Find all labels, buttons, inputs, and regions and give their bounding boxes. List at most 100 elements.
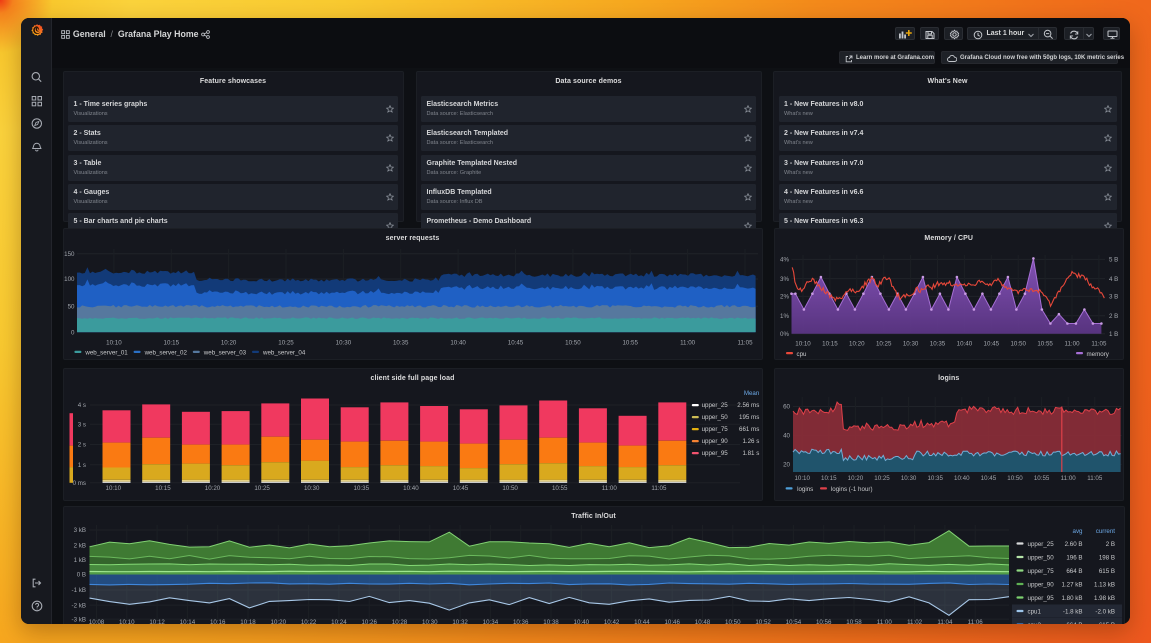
svg-text:10:40: 10:40 (403, 485, 419, 492)
svg-text:10:55: 10:55 (1033, 475, 1049, 482)
svg-text:10:45: 10:45 (452, 485, 468, 492)
svg-text:11:05: 11:05 (651, 485, 667, 492)
svg-text:10:25: 10:25 (254, 485, 270, 492)
svg-text:2 kB: 2 kB (73, 542, 85, 549)
svg-text:3 kB: 3 kB (73, 527, 85, 534)
svg-text:10:10: 10:10 (795, 341, 811, 348)
svg-text:11:04: 11:04 (937, 619, 953, 624)
svg-text:10:35: 10:35 (392, 340, 408, 347)
svg-text:10:45: 10:45 (980, 475, 996, 482)
svg-text:10:50: 10:50 (1007, 475, 1023, 482)
svg-text:10:20: 10:20 (270, 619, 286, 624)
svg-text:10:55: 10:55 (622, 340, 638, 347)
svg-text:10:24: 10:24 (331, 619, 347, 624)
svg-text:10:35: 10:35 (927, 475, 943, 482)
svg-text:-1 kB: -1 kB (71, 587, 85, 594)
svg-text:10:15: 10:15 (822, 341, 838, 348)
svg-text:10:30: 10:30 (335, 340, 351, 347)
svg-text:upper_95: upper_95 (701, 450, 728, 457)
svg-text:10:30: 10:30 (303, 485, 319, 492)
svg-text:10:08: 10:08 (88, 619, 104, 624)
svg-text:10:50: 10:50 (502, 485, 518, 492)
svg-text:10:55: 10:55 (551, 485, 567, 492)
svg-text:10:28: 10:28 (391, 619, 407, 624)
svg-text:logins (-1 hour): logins (-1 hour) (830, 486, 872, 493)
svg-text:1.13 kB: 1.13 kB (1094, 581, 1115, 588)
svg-text:5 B: 5 B (1109, 257, 1118, 264)
svg-text:10:34: 10:34 (482, 619, 498, 624)
svg-text:10:26: 10:26 (361, 619, 377, 624)
svg-text:10:44: 10:44 (634, 619, 650, 624)
svg-text:10:20: 10:20 (220, 340, 236, 347)
svg-text:10:48: 10:48 (694, 619, 710, 624)
svg-text:10:15: 10:15 (163, 340, 179, 347)
svg-text:10:15: 10:15 (821, 475, 837, 482)
svg-text:11:00: 11:00 (680, 340, 696, 347)
svg-text:195 ms: 195 ms (739, 414, 759, 421)
svg-text:1.81 s: 1.81 s (742, 450, 759, 457)
svg-text:661 ms: 661 ms (739, 426, 759, 433)
svg-text:upper_50: upper_50 (701, 414, 728, 421)
svg-text:cpu2: cpu2 (1027, 621, 1041, 623)
svg-text:2 B: 2 B (1109, 313, 1118, 320)
svg-text:upper_95: upper_95 (1027, 594, 1054, 601)
svg-text:11:00: 11:00 (876, 619, 892, 624)
svg-text:10:20: 10:20 (204, 485, 220, 492)
svg-text:11:05: 11:05 (1091, 341, 1107, 348)
svg-text:11:05: 11:05 (1087, 475, 1103, 482)
svg-text:615 B: 615 B (1098, 567, 1114, 574)
svg-text:10:35: 10:35 (353, 485, 369, 492)
svg-text:3%: 3% (780, 276, 789, 283)
svg-text:10:32: 10:32 (452, 619, 468, 624)
svg-text:web_server_03: web_server_03 (202, 350, 246, 357)
svg-text:11:00: 11:00 (1064, 341, 1080, 348)
svg-text:11:05: 11:05 (737, 340, 753, 347)
svg-text:10:38: 10:38 (543, 619, 559, 624)
svg-text:3 B: 3 B (1109, 294, 1118, 301)
svg-text:10:40: 10:40 (954, 475, 970, 482)
svg-text:10:40: 10:40 (956, 341, 972, 348)
svg-text:10:36: 10:36 (512, 619, 528, 624)
svg-text:10:50: 10:50 (725, 619, 741, 624)
svg-text:0 B: 0 B (76, 571, 85, 578)
svg-text:10:16: 10:16 (209, 619, 225, 624)
svg-text:1.27 kB: 1.27 kB (1061, 581, 1082, 588)
svg-text:upper_50: upper_50 (1027, 554, 1054, 561)
svg-text:upper_75: upper_75 (701, 426, 728, 433)
svg-text:1 kB: 1 kB (73, 557, 85, 564)
svg-text:-3 kB: -3 kB (71, 616, 85, 623)
svg-text:10:10: 10:10 (105, 485, 121, 492)
svg-text:upper_25: upper_25 (1027, 540, 1054, 547)
svg-text:10:45: 10:45 (983, 341, 999, 348)
svg-text:-2 kB: -2 kB (71, 602, 85, 609)
svg-text:10:10: 10:10 (106, 340, 122, 347)
svg-text:10:15: 10:15 (155, 485, 171, 492)
svg-text:avg: avg (1072, 528, 1083, 535)
svg-text:100: 100 (64, 276, 75, 283)
svg-text:web_server_02: web_server_02 (143, 350, 187, 357)
svg-text:10:10: 10:10 (794, 475, 810, 482)
svg-text:3 s: 3 s (77, 422, 85, 429)
svg-text:2.60 B: 2.60 B (1064, 540, 1082, 547)
svg-text:20: 20 (783, 462, 790, 469)
svg-text:memory: memory (1086, 351, 1109, 358)
svg-text:10:12: 10:12 (149, 619, 165, 624)
svg-text:198 B: 198 B (1098, 554, 1114, 561)
svg-text:10:30: 10:30 (902, 341, 918, 348)
svg-text:10:46: 10:46 (664, 619, 680, 624)
svg-text:150: 150 (64, 251, 75, 258)
svg-text:1.26 s: 1.26 s (742, 438, 759, 445)
svg-text:10:25: 10:25 (874, 475, 890, 482)
svg-text:2%: 2% (780, 294, 789, 301)
svg-text:10:18: 10:18 (240, 619, 256, 624)
svg-text:10:50: 10:50 (565, 340, 581, 347)
svg-text:-2.0 kB: -2.0 kB (1095, 608, 1115, 615)
svg-text:0 ms: 0 ms (72, 480, 85, 487)
svg-text:50: 50 (67, 303, 74, 310)
svg-text:upper_75: upper_75 (1027, 567, 1054, 574)
svg-text:web_server_01: web_server_01 (84, 350, 128, 357)
svg-text:Mean: Mean (743, 390, 759, 397)
svg-text:upper_25: upper_25 (701, 402, 728, 409)
svg-text:10:10: 10:10 (119, 619, 135, 624)
svg-text:1.98 kB: 1.98 kB (1094, 594, 1115, 601)
